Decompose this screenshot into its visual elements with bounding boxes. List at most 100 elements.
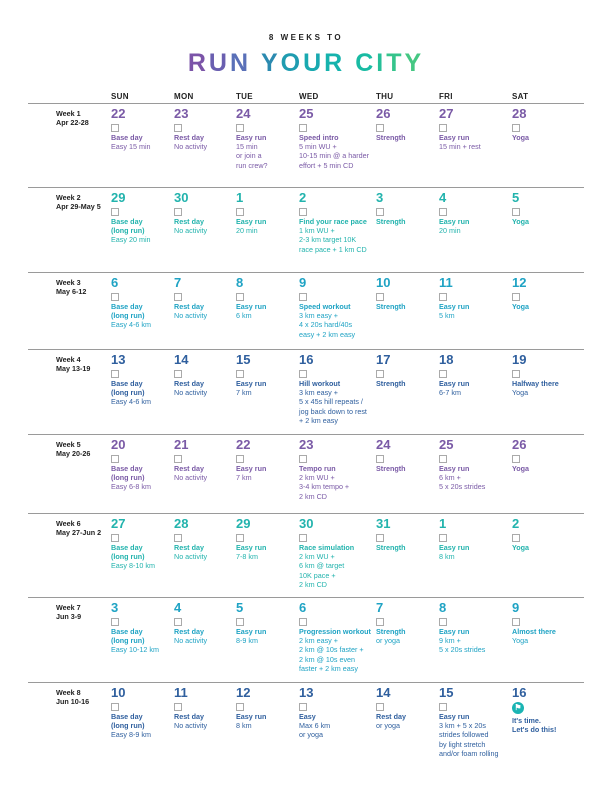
date-number: 1 (439, 516, 447, 531)
completion-checkbox[interactable] (236, 455, 244, 463)
completion-checkbox[interactable] (512, 370, 520, 378)
completion-checkbox[interactable] (299, 208, 307, 216)
completion-checkbox[interactable] (299, 455, 307, 463)
activity-title: Yoga (512, 464, 576, 473)
completion-checkbox[interactable] (299, 534, 307, 542)
date-number: 25 (299, 106, 314, 121)
completion-checkbox[interactable] (236, 534, 244, 542)
completion-checkbox[interactable] (111, 703, 119, 711)
completion-checkbox[interactable] (299, 703, 307, 711)
completion-checkbox[interactable] (236, 293, 244, 301)
completion-checkbox[interactable] (439, 618, 447, 626)
activity-line: Rest day (174, 627, 204, 636)
activity-detail: 7-8 km (236, 552, 300, 561)
completion-checkbox[interactable] (111, 124, 119, 132)
week-dates: Jun 3-9 (56, 612, 82, 621)
activity-line: Easy run (236, 302, 267, 311)
completion-checkbox[interactable] (111, 534, 119, 542)
completion-checkbox[interactable] (376, 208, 384, 216)
detail-line: race pace + 1 km CD (299, 244, 367, 254)
completion-checkbox[interactable] (376, 703, 384, 711)
completion-checkbox[interactable] (439, 124, 447, 132)
activity-line: Strength (376, 464, 406, 473)
day-cell-sun: 29 Base day (long run) Easy 20 min (111, 190, 175, 245)
day-cell-fri: 25 Easy run 6 km +5 x 20s strides (439, 437, 503, 492)
completion-checkbox[interactable] (174, 618, 182, 626)
completion-checkbox[interactable] (299, 618, 307, 626)
completion-checkbox[interactable] (174, 370, 182, 378)
completion-checkbox[interactable] (376, 293, 384, 301)
activity-title: It's time. Let's do this! (512, 716, 576, 734)
page-title: RUN YOUR CITY (0, 48, 612, 78)
completion-checkbox[interactable] (111, 208, 119, 216)
completion-checkbox[interactable] (376, 618, 384, 626)
completion-checkbox[interactable] (111, 293, 119, 301)
completion-checkbox[interactable] (376, 370, 384, 378)
completion-checkbox[interactable] (174, 703, 182, 711)
activity-title: Yoga (512, 133, 576, 142)
detail-line: 8 km (236, 721, 252, 731)
completion-checkbox[interactable] (111, 455, 119, 463)
day-cell-thu: 31 Strength (376, 516, 440, 552)
detail-line: Yoga (512, 636, 529, 646)
completion-checkbox[interactable] (236, 370, 244, 378)
activity-title: Base day (long run) (111, 379, 175, 397)
title-letter (251, 49, 261, 77)
completion-checkbox[interactable] (439, 370, 447, 378)
date-number: 8 (236, 275, 244, 290)
title-letter: T (386, 49, 405, 77)
activity-title: Easy run (236, 627, 300, 636)
detail-line: faster + 2 km easy (299, 663, 358, 673)
activity-line: Base day (111, 133, 143, 142)
completion-checkbox[interactable] (174, 455, 182, 463)
day-header-mon: MON (174, 92, 194, 101)
date-number: 14 (174, 352, 189, 367)
completion-checkbox[interactable] (236, 208, 244, 216)
activity-line: Rest day (174, 217, 204, 226)
activity-line: Rest day (174, 133, 204, 142)
week-label: Week 8 Jun 10-16 (56, 688, 89, 706)
completion-checkbox[interactable] (174, 293, 182, 301)
completion-checkbox[interactable] (174, 124, 182, 132)
activity-line: (long run) (111, 721, 145, 731)
activity-line: (long run) (111, 226, 145, 236)
completion-checkbox[interactable] (512, 534, 520, 542)
day-cell-tue: 8 Easy run 6 km (236, 275, 300, 320)
completion-checkbox[interactable] (299, 293, 307, 301)
day-cell-thu: 7 Strength or yoga (376, 600, 440, 645)
completion-checkbox[interactable] (376, 124, 384, 132)
completion-checkbox[interactable] (236, 124, 244, 132)
activity-line: (long run) (111, 636, 145, 646)
completion-checkbox[interactable] (439, 534, 447, 542)
activity-detail: No activity (174, 552, 238, 561)
completion-checkbox[interactable] (236, 703, 244, 711)
completion-checkbox[interactable] (439, 293, 447, 301)
completion-checkbox[interactable] (512, 455, 520, 463)
completion-checkbox[interactable] (376, 534, 384, 542)
completion-checkbox[interactable] (439, 703, 447, 711)
day-cell-mon: 23 Rest day No activity (174, 106, 238, 151)
completion-checkbox[interactable] (111, 618, 119, 626)
activity-title: Speed intro (299, 133, 363, 142)
activity-line: (long run) (111, 473, 145, 483)
activity-title: Easy (299, 712, 363, 721)
completion-checkbox[interactable] (376, 455, 384, 463)
detail-line: Easy 4-6 km (111, 397, 151, 407)
completion-checkbox[interactable] (512, 618, 520, 626)
completion-checkbox[interactable] (439, 455, 447, 463)
date-number: 16 (299, 352, 314, 367)
completion-checkbox[interactable] (111, 370, 119, 378)
activity-line: Strength (376, 543, 406, 552)
title-letter: R (187, 49, 209, 77)
completion-checkbox[interactable] (174, 208, 182, 216)
completion-checkbox[interactable] (174, 534, 182, 542)
completion-checkbox[interactable] (299, 124, 307, 132)
completion-checkbox[interactable] (512, 293, 520, 301)
activity-line: Yoga (512, 133, 530, 142)
completion-checkbox[interactable] (512, 208, 520, 216)
completion-checkbox[interactable] (299, 370, 307, 378)
completion-checkbox[interactable] (512, 124, 520, 132)
completion-checkbox[interactable] (439, 208, 447, 216)
completion-checkbox[interactable] (236, 618, 244, 626)
date-number: 28 (174, 516, 189, 531)
